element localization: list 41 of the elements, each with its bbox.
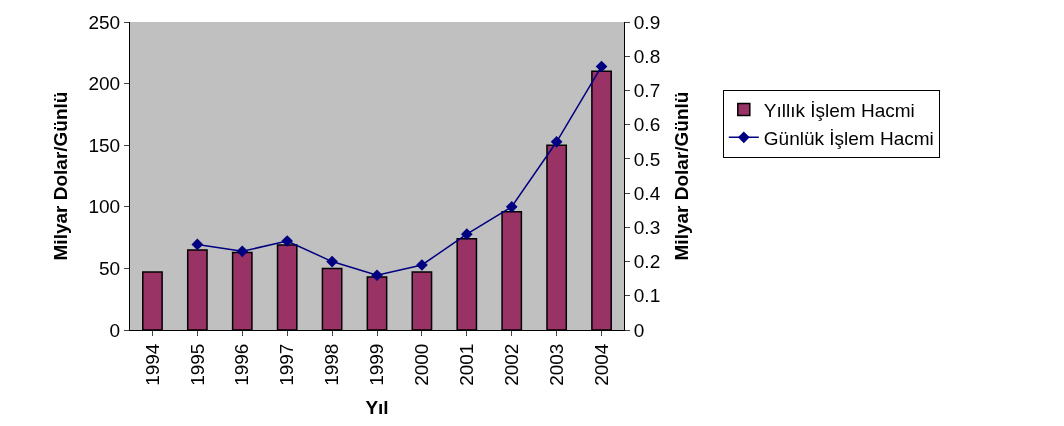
x-axis-title: Yıl xyxy=(365,396,389,418)
point xyxy=(371,269,383,282)
x-tick-label: 1998 xyxy=(321,343,343,386)
x-tick-label: 1994 xyxy=(141,343,163,386)
y2-tick-label: 0.5 xyxy=(633,148,661,170)
x-tick-label: 2003 xyxy=(545,343,567,386)
x-tick-label: 2004 xyxy=(590,343,612,386)
x-tick-label: 1995 xyxy=(186,343,208,386)
point xyxy=(281,235,294,247)
y-tick-label: 150 xyxy=(88,134,121,156)
y-tick-label: 50 xyxy=(99,258,121,280)
y-tick-label: 250 xyxy=(88,11,121,33)
x-tick-label: 2001 xyxy=(455,343,477,386)
point xyxy=(505,200,518,213)
y2-tick-label: 0.3 xyxy=(633,216,661,238)
y2-tick-label: 0 xyxy=(633,319,645,341)
y2-tick-label: 0.4 xyxy=(633,182,661,204)
y2-tick-label: 0.2 xyxy=(633,251,661,273)
point xyxy=(460,228,473,241)
x-tick-label: 2000 xyxy=(411,343,433,386)
y-tick-label: 200 xyxy=(88,73,121,95)
y2-tick-label: 0.1 xyxy=(633,285,661,307)
x-tick-label: 1999 xyxy=(366,343,388,386)
point xyxy=(595,60,608,73)
y2-tick-label: 0.8 xyxy=(633,45,661,67)
legend-label: Yıllık İşlem Hacmi xyxy=(763,100,915,122)
y2-axis-title: Milyar Dolar/Günlü xyxy=(671,91,693,261)
point xyxy=(326,255,338,268)
legend-label: Günlük İşlem Hacmi xyxy=(763,127,934,149)
x-tick-label: 2002 xyxy=(500,343,522,386)
y2-tick-label: 0.7 xyxy=(633,80,661,102)
point xyxy=(550,135,563,148)
y2-tick-label: 0.9 xyxy=(633,11,661,33)
point xyxy=(236,245,249,258)
y2-tick-label: 0.6 xyxy=(633,114,661,136)
point xyxy=(191,238,204,251)
y-tick-label: 0 xyxy=(109,319,121,341)
x-tick-label: 1996 xyxy=(231,343,253,386)
y-axis-title: Milyar Dolar/Günlü xyxy=(50,91,72,261)
x-tick-label: 1997 xyxy=(276,343,298,386)
y-tick-label: 100 xyxy=(88,196,121,218)
